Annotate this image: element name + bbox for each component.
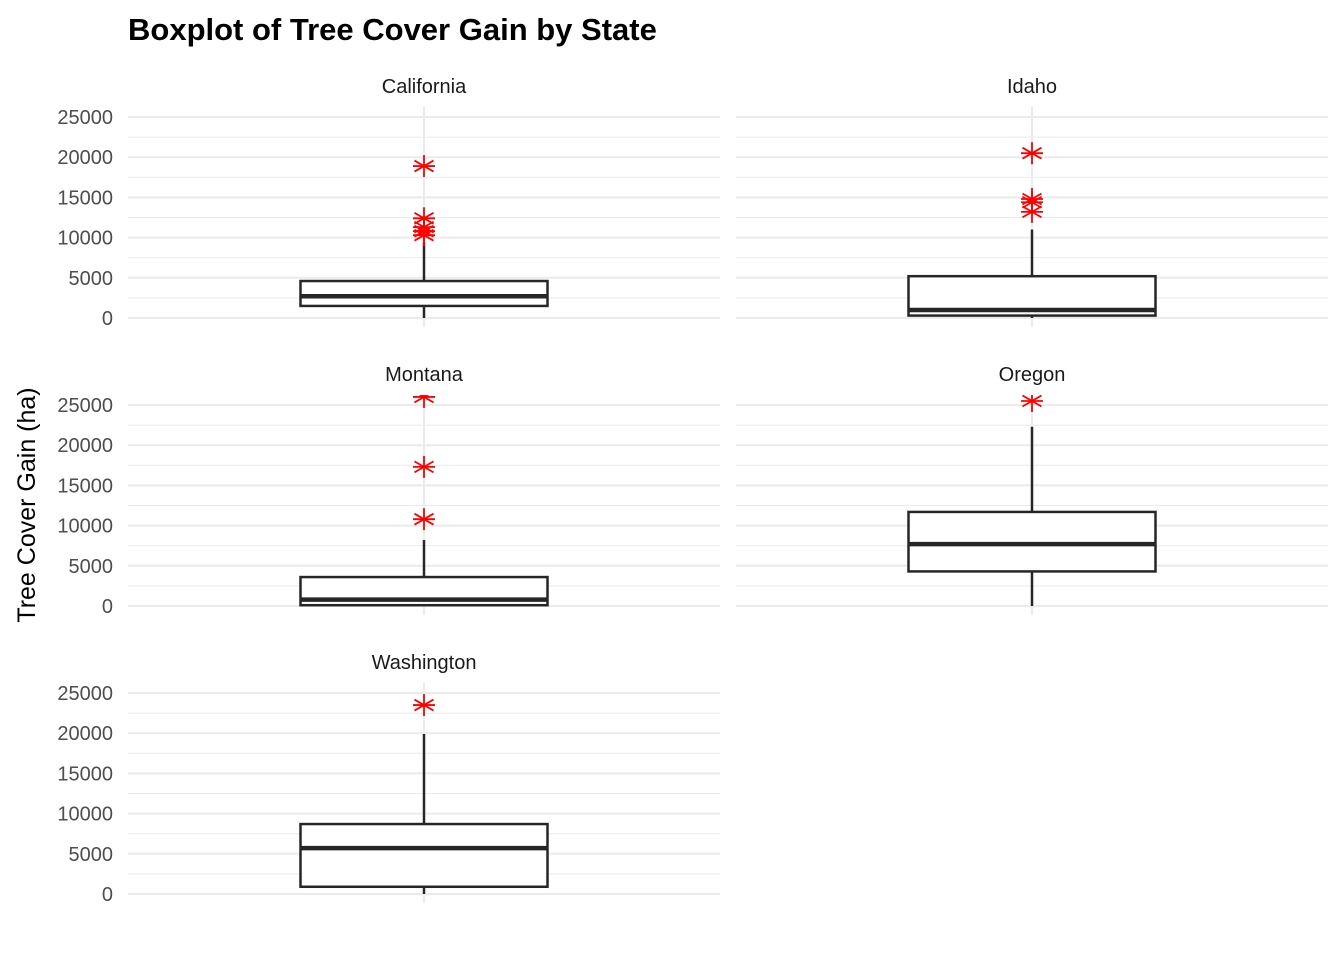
y-tick-label: 15000 [57,187,113,209]
panel-idaho: Idaho [736,76,1328,327]
facet-label-montana: Montana [385,364,464,386]
boxplot-oregon [907,395,1157,606]
outlier-point [1021,188,1043,211]
facet-label-oregon: Oregon [999,364,1066,386]
y-tick-label: 5000 [69,844,114,866]
panel-oregon: Oregon [736,364,1328,615]
facet-label-california: California [382,76,467,98]
facet-panels: California 0 5000 10000 15000 20000 25000 Idaho… [57,76,1328,906]
y-tick-label: 10000 [57,804,113,826]
iqr-box [299,822,549,889]
y-tick-label: 25000 [57,395,113,417]
outlier-point [413,395,435,408]
y-tick-label: 5000 [69,556,114,578]
y-tick-label: 20000 [57,147,113,169]
outlier-point [413,207,435,230]
chart-title: Boxplot of Tree Cover Gain by State [128,12,657,47]
panel-washington: Washington 0 5000 10000 15000 20000 25000 [57,652,720,906]
outlier-point [413,455,435,478]
facet-label-washington: Washington [372,652,477,674]
iqr-box [907,510,1157,573]
panel-california: California 0 5000 10000 15000 20000 25000 [57,76,720,330]
y-tick-label: 5000 [69,268,114,290]
y-tick-label: 0 [102,308,113,330]
boxplot-california [299,155,549,318]
y-axis-label: Tree Cover Gain (ha) [13,387,41,622]
boxplot-idaho [907,142,1157,318]
outlier-point [1021,142,1043,165]
facet-label-idaho: Idaho [1007,76,1057,98]
y-tick-label: 25000 [57,683,113,705]
y-tick-label: 20000 [57,435,113,457]
y-tick-label: 0 [102,884,113,906]
y-tick-label: 0 [102,596,113,618]
y-tick-label: 10000 [57,228,113,250]
y-tick-label: 15000 [57,475,113,497]
outlier-point [413,508,435,531]
panel-montana: Montana 0 5000 10000 15000 20000 25000 [57,364,720,618]
boxplot-washington [299,694,549,894]
outlier-point [413,155,435,178]
y-tick-label: 15000 [57,763,113,785]
outlier-point [413,694,435,717]
y-tick-label: 20000 [57,723,113,745]
y-tick-label: 25000 [57,107,113,129]
boxplot-montana [299,395,549,607]
outlier-point [1021,395,1043,412]
y-tick-label: 10000 [57,516,113,538]
iqr-box [299,279,549,308]
